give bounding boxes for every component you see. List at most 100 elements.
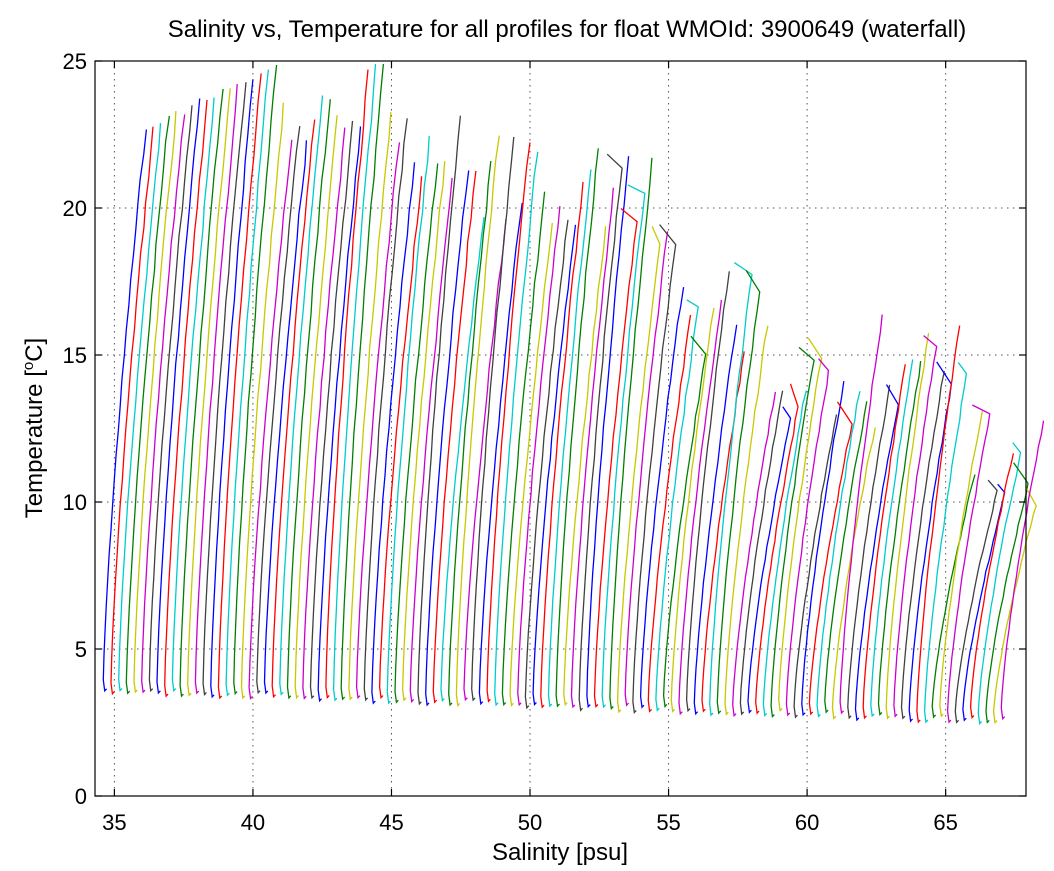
profile-line [478, 202, 523, 706]
y-tick-label: 20 [63, 196, 87, 221]
profile-line [793, 414, 838, 719]
x-tick-label: 35 [102, 810, 126, 835]
profile-line [156, 98, 201, 695]
profile-line [217, 73, 262, 700]
profile-line [969, 453, 1015, 720]
profile-line [309, 120, 354, 700]
profile-line [210, 79, 254, 699]
profile-line [141, 114, 186, 694]
y-tick-label: 5 [75, 637, 87, 662]
profile-line [463, 218, 507, 702]
chart-title: Salinity vs, Temperature for all profile… [168, 16, 967, 43]
profile-line [747, 406, 792, 714]
profile-line [164, 99, 208, 698]
profile-line [563, 226, 607, 707]
profile-line [839, 314, 883, 715]
profile-line [401, 161, 446, 702]
profile-line [870, 359, 914, 718]
profile-line [709, 262, 753, 717]
plot-frame [94, 60, 1027, 797]
profile-line [378, 176, 423, 700]
profile-line [678, 300, 723, 716]
profile-line [187, 88, 231, 697]
profile-line [517, 206, 561, 707]
profile-line [632, 224, 677, 714]
profile-line [501, 191, 546, 707]
profile-line [102, 129, 148, 693]
profile-line [194, 84, 238, 695]
profile-line [171, 97, 215, 693]
profile-line [332, 63, 377, 702]
profile-line [724, 325, 769, 716]
profile-line [133, 111, 177, 694]
profile-line [417, 115, 462, 706]
profile-line [624, 231, 669, 707]
profile-line [831, 427, 876, 720]
profile-line [302, 127, 346, 700]
profile-line [340, 63, 385, 701]
y-axis-ticks: 0 5 10 15 20 25 [63, 49, 1026, 809]
profile-line [762, 390, 808, 717]
profile-line [425, 170, 470, 707]
profile-line [946, 404, 991, 724]
profile-line [755, 383, 799, 715]
profile-line [854, 384, 900, 722]
profile-line [824, 401, 868, 714]
profile-line [685, 271, 730, 713]
profile-line [394, 163, 439, 704]
profile-line [570, 187, 614, 709]
profile-line [524, 219, 569, 710]
profile-line [808, 401, 853, 716]
profile-line [471, 136, 515, 702]
y-tick-label: 10 [63, 490, 87, 515]
profile-line [409, 177, 453, 703]
profile-line [862, 364, 906, 720]
profile-line [916, 325, 961, 724]
profile-line [693, 324, 738, 716]
profile-line [248, 139, 293, 700]
profile-line [939, 411, 983, 718]
profile-lines [102, 63, 1045, 726]
profile-line [593, 207, 638, 709]
profile-line [586, 156, 630, 709]
profile-line [992, 486, 1037, 724]
x-tick-label: 45 [379, 810, 403, 835]
profile-line [908, 361, 952, 723]
profile-line [110, 126, 154, 696]
profile-line [317, 126, 362, 703]
profile-line [900, 370, 946, 720]
profile-line [670, 307, 715, 713]
profile-line [355, 142, 401, 700]
y-tick-label: 0 [75, 784, 87, 809]
profile-line [148, 105, 193, 693]
profile-line [294, 115, 338, 700]
profile-line [555, 148, 599, 708]
profile-line [954, 479, 998, 724]
profile-line [785, 358, 830, 717]
x-axis-title: Salinity [psu] [492, 839, 628, 866]
profile-line [662, 335, 707, 708]
profile-line [877, 361, 922, 716]
profile-line [286, 99, 331, 700]
y-axis-title-tail: C] [21, 338, 48, 362]
profile-line [455, 135, 500, 707]
profile-line [885, 333, 930, 720]
profile-line [494, 151, 539, 707]
profile-line [547, 169, 592, 708]
profile-line [386, 135, 430, 705]
profile-line [985, 462, 1029, 724]
x-tick-label: 55 [656, 810, 680, 835]
profile-line [962, 483, 1006, 722]
profile-line [847, 384, 891, 720]
profile-line [233, 64, 278, 696]
profile-line [256, 126, 301, 695]
profile-line [279, 95, 324, 696]
y-tick-label: 25 [63, 49, 87, 74]
profile-line [179, 88, 224, 698]
profile-line [1000, 420, 1045, 721]
x-tick-label: 65 [933, 810, 957, 835]
y-axis-title-main: Temperature [ [21, 370, 48, 518]
profile-line [578, 153, 623, 712]
profile-line [609, 157, 653, 710]
